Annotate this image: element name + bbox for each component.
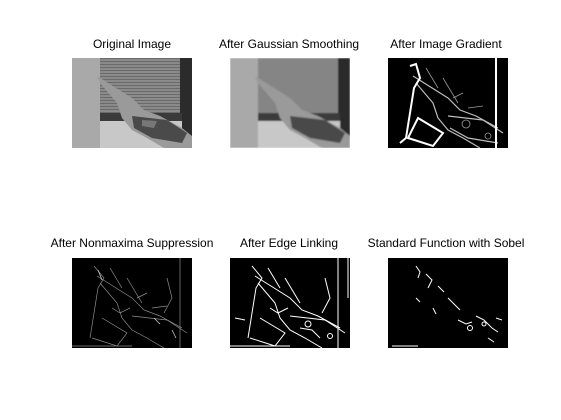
smoothed-image (230, 58, 350, 148)
nonmaxima-image (72, 258, 192, 348)
panel-title-sobel: Standard Function with Sobel (367, 236, 525, 250)
gradient-image (388, 58, 508, 148)
edge-linking-image (230, 258, 350, 348)
panel-title-gradient: After Image Gradient (390, 37, 502, 51)
original-image (72, 58, 192, 148)
panel-title-nonmaxima: After Nonmaxima Suppression (50, 236, 214, 250)
panel-title-original: Original Image (92, 37, 172, 51)
panel-title-gaussian: After Gaussian Smoothing (218, 37, 360, 51)
panel-title-edge-linking: After Edge Linking (239, 236, 339, 250)
sobel-image (388, 258, 508, 348)
